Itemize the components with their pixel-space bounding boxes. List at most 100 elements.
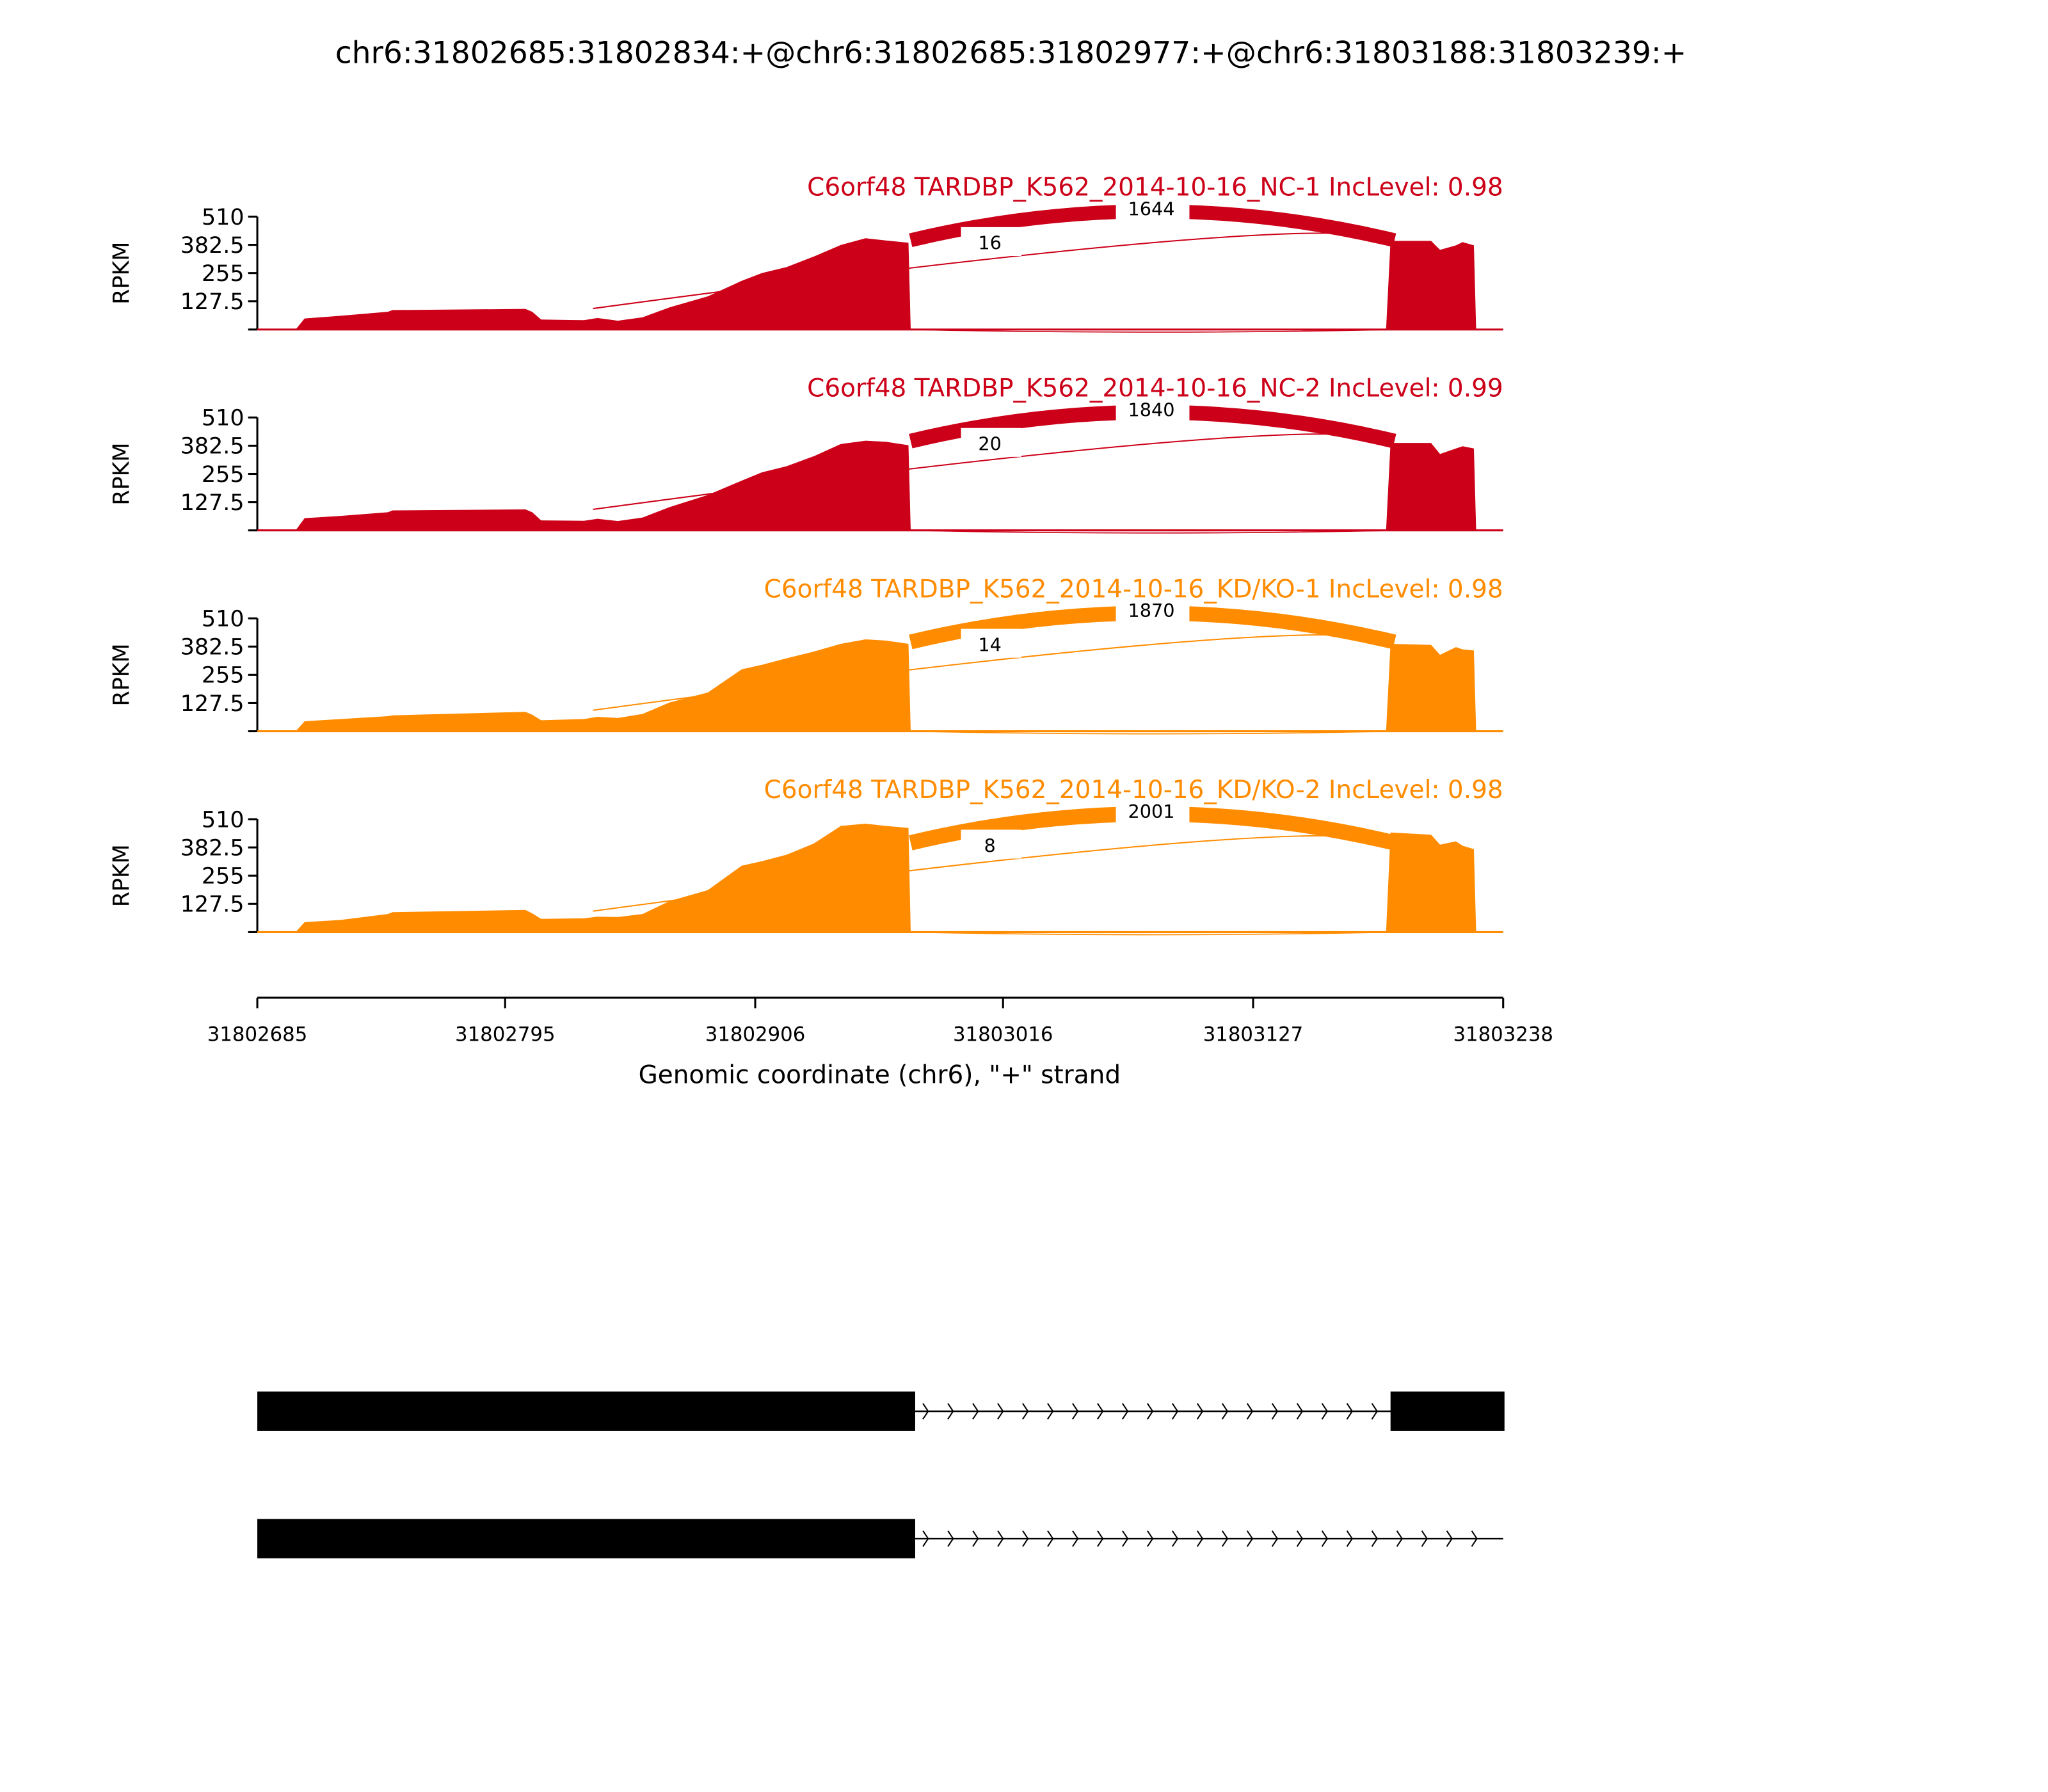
strand-chevron-icon [1146,1403,1154,1420]
y-axis-label: RPKM [109,242,134,305]
skip-junction-count: 2001 [1128,801,1174,822]
inclusion-junction-arc [593,634,1395,711]
strand-chevron-icon [1271,1530,1279,1547]
strand-chevron-icon [1022,1403,1029,1420]
exon-block [257,1519,915,1558]
coverage-area [257,823,1503,932]
y-tick-label: 255 [202,864,244,890]
strand-chevron-icon [922,1530,929,1547]
sample-panel: C6orf48 TARDBP_K562_2014-10-16_KD/KO-2 I… [109,776,1503,936]
strand-chevron-icon [947,1530,954,1547]
y-tick-label: 382.5 [180,434,244,460]
strand-chevron-icon [1097,1530,1104,1547]
x-tick-label: 31802685 [207,1023,308,1046]
chart-title: chr6:31802685:31802834:+@chr6:31802685:3… [335,35,1687,70]
skip-junction-lower-arc [910,329,1395,333]
skip-junction-count: 1870 [1128,600,1174,621]
inclusion-junction-arc [593,232,1395,310]
skip-junction-count: 1644 [1128,198,1174,220]
gene-model [257,1391,1505,1431]
inclusion-junction-count: 20 [978,433,1002,455]
strand-chevron-icon [947,1403,954,1420]
strand-chevron-icon [1371,1530,1379,1547]
inclusion-junction-count: 8 [984,835,996,856]
strand-chevron-icon [997,1530,1004,1547]
y-axis-label: RPKM [109,844,134,907]
y-tick-label: 382.5 [180,635,244,660]
strand-chevron-icon [1146,1530,1154,1547]
strand-chevron-icon [1047,1530,1054,1547]
strand-chevron-icon [1346,1530,1354,1547]
strand-chevron-icon [1121,1530,1129,1547]
x-tick-label: 31802906 [705,1023,806,1046]
y-tick-label: 127.5 [180,691,244,717]
strand-chevron-icon [972,1403,979,1420]
inclusion-junction-arc [593,433,1395,510]
strand-chevron-icon [972,1530,979,1547]
junction-label-bg [961,227,1021,256]
sample-panel: C6orf48 TARDBP_K562_2014-10-16_NC-2 IncL… [109,374,1503,534]
strand-chevron-icon [1097,1403,1104,1420]
y-tick-label: 510 [202,406,244,431]
inclusion-junction-count: 16 [978,232,1002,254]
strand-chevron-icon [1221,1530,1229,1547]
strand-chevron-icon [1171,1530,1179,1547]
gene-models [257,1391,1505,1558]
x-tick-label: 31803127 [1203,1023,1304,1046]
gene-model [257,1519,1503,1558]
strand-chevron-icon [1321,1403,1329,1420]
strand-chevron-icon [1421,1530,1428,1547]
strand-chevron-icon [1121,1403,1129,1420]
strand-chevron-icon [1246,1403,1254,1420]
y-tick-label: 127.5 [180,892,244,918]
strand-chevron-icon [1072,1403,1079,1420]
y-tick-label: 510 [202,205,244,230]
strand-chevron-icon [1296,1403,1304,1420]
x-tick-label: 31802795 [455,1023,556,1046]
y-tick-label: 255 [202,663,244,689]
strand-chevron-icon [1471,1530,1478,1547]
strand-chevron-icon [922,1403,929,1420]
junction-label-bg [961,829,1021,859]
strand-chevron-icon [1371,1403,1379,1420]
exon-block [1390,1391,1505,1431]
strand-chevron-icon [1171,1403,1179,1420]
junction-label-bg [961,428,1021,457]
strand-chevron-icon [1022,1530,1029,1547]
y-tick-label: 382.5 [180,835,244,861]
y-tick-label: 382.5 [180,233,244,259]
y-tick-label: 127.5 [180,289,244,315]
y-tick-label: 255 [202,462,244,488]
junction-label-bg [1116,396,1190,423]
y-axis-label: RPKM [109,442,134,505]
skip-junction-count: 1840 [1128,399,1174,420]
coverage-area [257,440,1503,531]
strand-chevron-icon [1271,1403,1279,1420]
strand-chevron-icon [1296,1530,1304,1547]
coverage-area [257,639,1503,732]
y-axis-label: RPKM [109,643,134,706]
inclusion-junction-count: 14 [978,634,1002,655]
y-tick-label: 255 [202,261,244,287]
junction-label-bg [961,628,1021,658]
strand-chevron-icon [1047,1403,1054,1420]
strand-chevron-icon [1196,1403,1204,1420]
skip-junction-lower-arc [910,529,1395,534]
strand-chevron-icon [1321,1530,1329,1547]
strand-chevron-icon [1246,1530,1254,1547]
y-tick-label: 510 [202,807,244,833]
skip-junction-lower-arc [910,931,1395,936]
junction-label-bg [1116,597,1190,624]
x-axis: 31802685 31802795 31802906 31803016 31803127… [207,996,1553,1046]
x-tick-label: 31803238 [1453,1023,1553,1046]
strand-chevron-icon [1221,1403,1229,1420]
inclusion-junction-arc [593,835,1395,912]
sample-panel: C6orf48 TARDBP_K562_2014-10-16_KD/KO-1 I… [109,575,1503,735]
exon-block [257,1391,915,1431]
strand-chevron-icon [1072,1530,1079,1547]
junction-label-bg [1116,798,1190,825]
y-tick-label: 127.5 [180,490,244,516]
strand-chevron-icon [1346,1403,1354,1420]
